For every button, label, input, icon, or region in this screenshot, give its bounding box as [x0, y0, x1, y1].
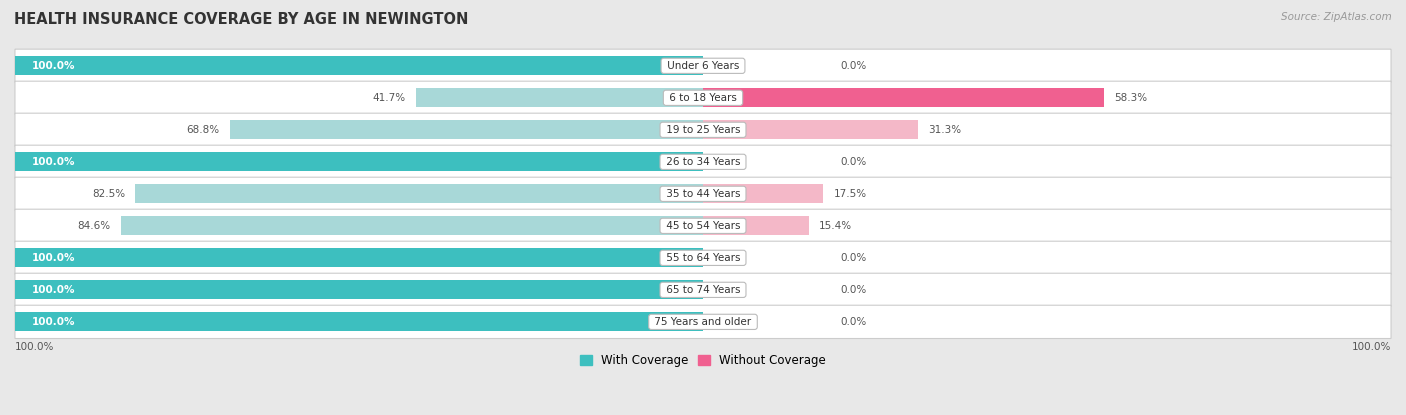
FancyBboxPatch shape — [15, 305, 1391, 339]
FancyBboxPatch shape — [15, 241, 1391, 274]
Bar — [15, 280, 703, 300]
Bar — [121, 216, 703, 235]
Bar — [703, 120, 918, 139]
Text: 75 Years and older: 75 Years and older — [651, 317, 755, 327]
Text: 100.0%: 100.0% — [32, 253, 76, 263]
Bar — [15, 312, 703, 332]
Text: 84.6%: 84.6% — [77, 221, 111, 231]
Text: 0.0%: 0.0% — [841, 157, 868, 167]
Text: 45 to 54 Years: 45 to 54 Years — [662, 221, 744, 231]
FancyBboxPatch shape — [15, 113, 1391, 146]
Text: 0.0%: 0.0% — [841, 317, 868, 327]
Text: 100.0%: 100.0% — [32, 157, 76, 167]
Text: 35 to 44 Years: 35 to 44 Years — [662, 189, 744, 199]
Bar — [229, 120, 703, 139]
FancyBboxPatch shape — [15, 177, 1391, 210]
Text: 100.0%: 100.0% — [32, 317, 76, 327]
Text: 58.3%: 58.3% — [1115, 93, 1147, 103]
Text: 68.8%: 68.8% — [186, 125, 219, 135]
FancyBboxPatch shape — [15, 145, 1391, 178]
Bar — [15, 248, 703, 267]
Text: 100.0%: 100.0% — [32, 285, 76, 295]
FancyBboxPatch shape — [15, 273, 1391, 307]
FancyBboxPatch shape — [15, 49, 1391, 83]
Text: Under 6 Years: Under 6 Years — [664, 61, 742, 71]
Text: 26 to 34 Years: 26 to 34 Years — [662, 157, 744, 167]
Bar — [15, 152, 703, 171]
Text: 19 to 25 Years: 19 to 25 Years — [662, 125, 744, 135]
Text: 6 to 18 Years: 6 to 18 Years — [666, 93, 740, 103]
Text: 55 to 64 Years: 55 to 64 Years — [662, 253, 744, 263]
Bar — [703, 184, 824, 203]
Text: 0.0%: 0.0% — [841, 253, 868, 263]
Text: 31.3%: 31.3% — [928, 125, 962, 135]
Text: Source: ZipAtlas.com: Source: ZipAtlas.com — [1281, 12, 1392, 22]
Text: 0.0%: 0.0% — [841, 61, 868, 71]
Text: 0.0%: 0.0% — [841, 285, 868, 295]
Text: 41.7%: 41.7% — [373, 93, 406, 103]
Text: 100.0%: 100.0% — [32, 61, 76, 71]
Text: 15.4%: 15.4% — [820, 221, 852, 231]
Text: 100.0%: 100.0% — [1351, 342, 1391, 352]
Bar — [15, 56, 703, 76]
FancyBboxPatch shape — [15, 209, 1391, 242]
Text: 100.0%: 100.0% — [15, 342, 55, 352]
Text: HEALTH INSURANCE COVERAGE BY AGE IN NEWINGTON: HEALTH INSURANCE COVERAGE BY AGE IN NEWI… — [14, 12, 468, 27]
Bar — [703, 216, 808, 235]
Text: 17.5%: 17.5% — [834, 189, 868, 199]
FancyBboxPatch shape — [15, 81, 1391, 115]
Text: 82.5%: 82.5% — [91, 189, 125, 199]
Bar — [703, 88, 1104, 107]
Bar — [135, 184, 703, 203]
Legend: With Coverage, Without Coverage: With Coverage, Without Coverage — [575, 349, 831, 371]
Bar — [416, 88, 703, 107]
Text: 65 to 74 Years: 65 to 74 Years — [662, 285, 744, 295]
